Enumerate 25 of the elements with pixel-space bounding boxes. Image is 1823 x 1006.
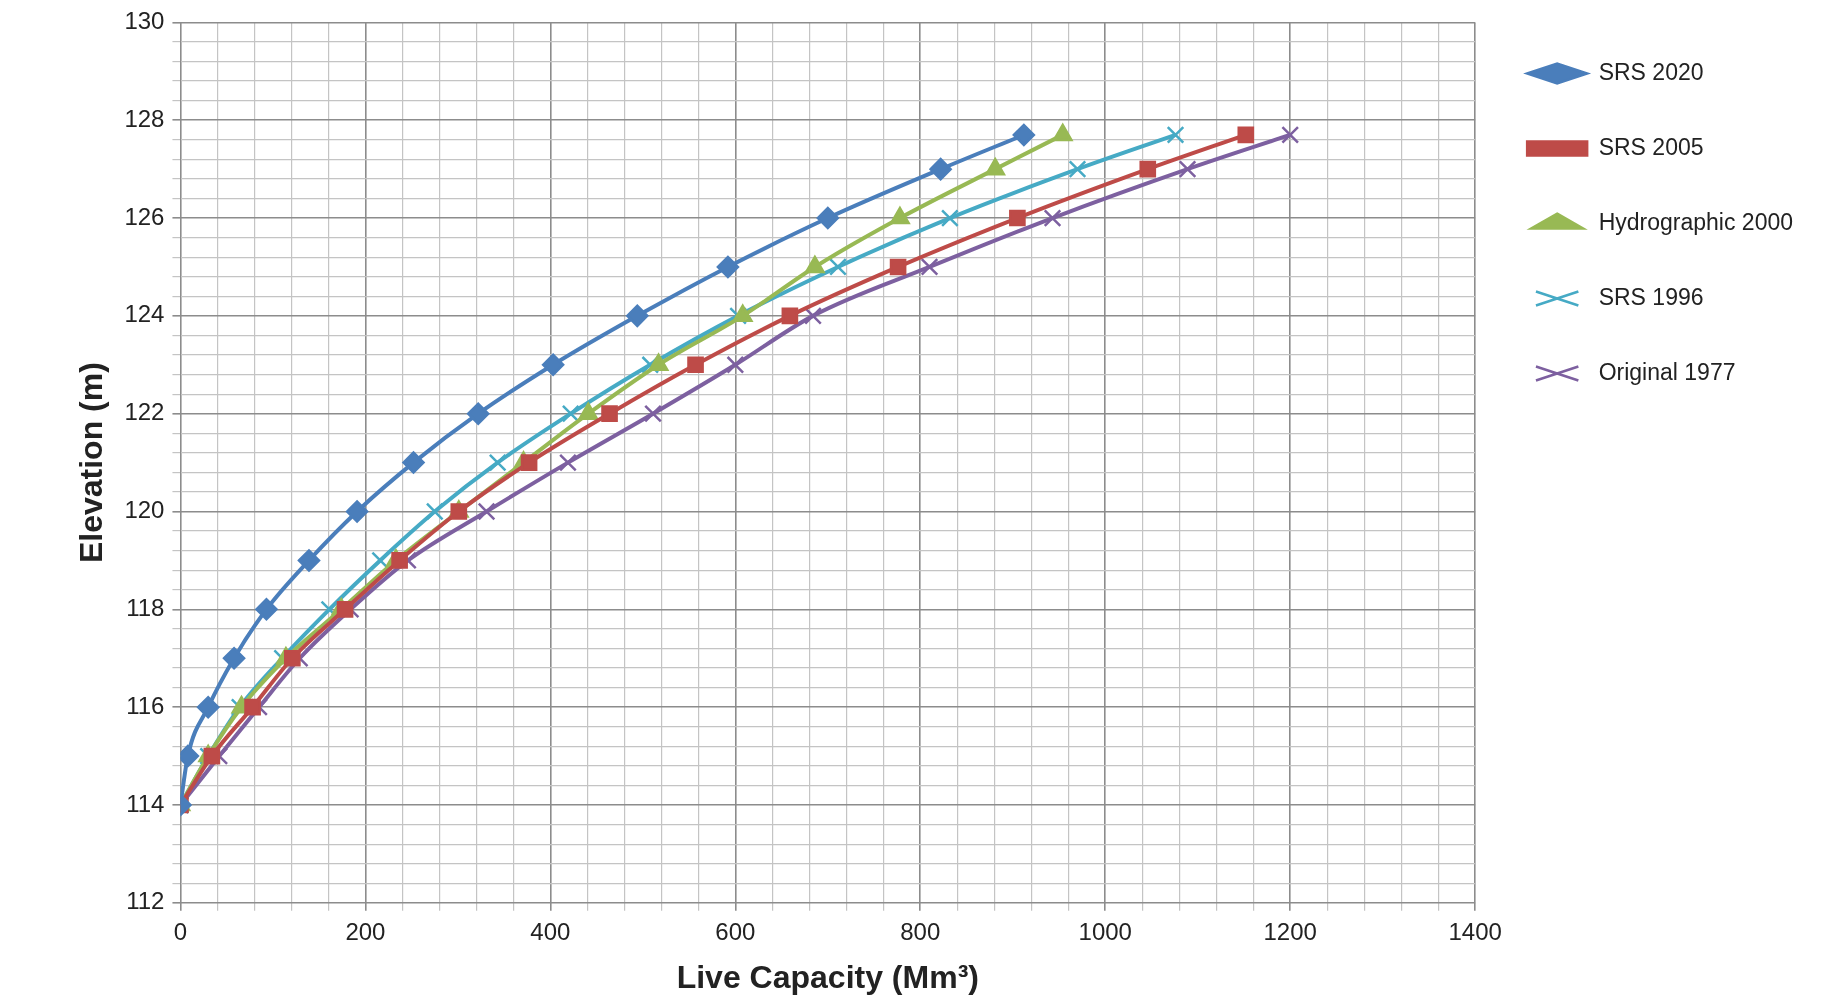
- x-tick-label: 200: [345, 917, 386, 945]
- x-tick-label: 1200: [1263, 917, 1317, 945]
- y-tick-label: 126: [124, 202, 165, 230]
- legend-label: SRS 2020: [1598, 58, 1704, 85]
- y-tick-label: 116: [126, 691, 165, 719]
- x-tick-label: 800: [900, 917, 941, 945]
- x-tick-label: 0: [173, 917, 188, 945]
- y-tick-label: 118: [126, 593, 165, 621]
- y-axis-title: Elevation (m): [73, 362, 110, 564]
- y-tick-label: 128: [124, 104, 165, 132]
- y-tick-label: 124: [124, 300, 165, 328]
- x-axis-title: Live Capacity (Mm³): [676, 958, 979, 995]
- y-tick-label: 130: [124, 7, 165, 35]
- y-tick-label: 112: [126, 887, 165, 915]
- y-tick-label: 120: [124, 496, 165, 524]
- legend-label: Hydrographic 2000: [1598, 208, 1793, 235]
- legend-label: Original 1977: [1598, 358, 1736, 385]
- x-tick-label: 400: [530, 917, 571, 945]
- legend-label: SRS 2005: [1598, 133, 1704, 160]
- y-tick-label: 114: [126, 789, 165, 817]
- x-tick-label: 600: [715, 917, 756, 945]
- x-tick-label: 1400: [1448, 917, 1502, 945]
- legend-label: SRS 1996: [1598, 283, 1704, 310]
- x-tick-label: 1000: [1078, 917, 1132, 945]
- y-tick-label: 122: [124, 398, 165, 426]
